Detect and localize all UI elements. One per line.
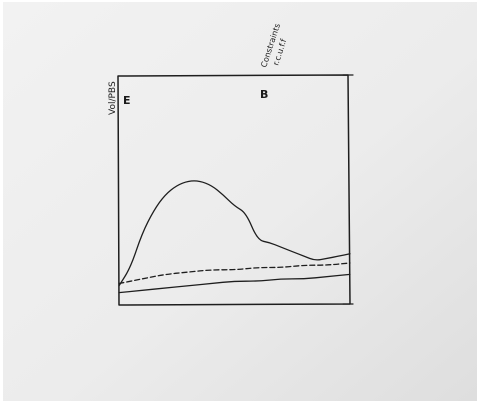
y-axis-label: Vol/PBS xyxy=(108,81,118,115)
series-line-2 xyxy=(118,262,351,285)
series-line-1 xyxy=(118,180,351,287)
plot-frame xyxy=(117,74,354,306)
paper-sheet xyxy=(3,2,477,401)
right-axis-ticks xyxy=(342,74,354,305)
series-line-3 xyxy=(118,273,351,294)
series-layer xyxy=(118,180,351,294)
center-mark: B xyxy=(260,88,268,101)
left-mark: E xyxy=(123,94,131,107)
